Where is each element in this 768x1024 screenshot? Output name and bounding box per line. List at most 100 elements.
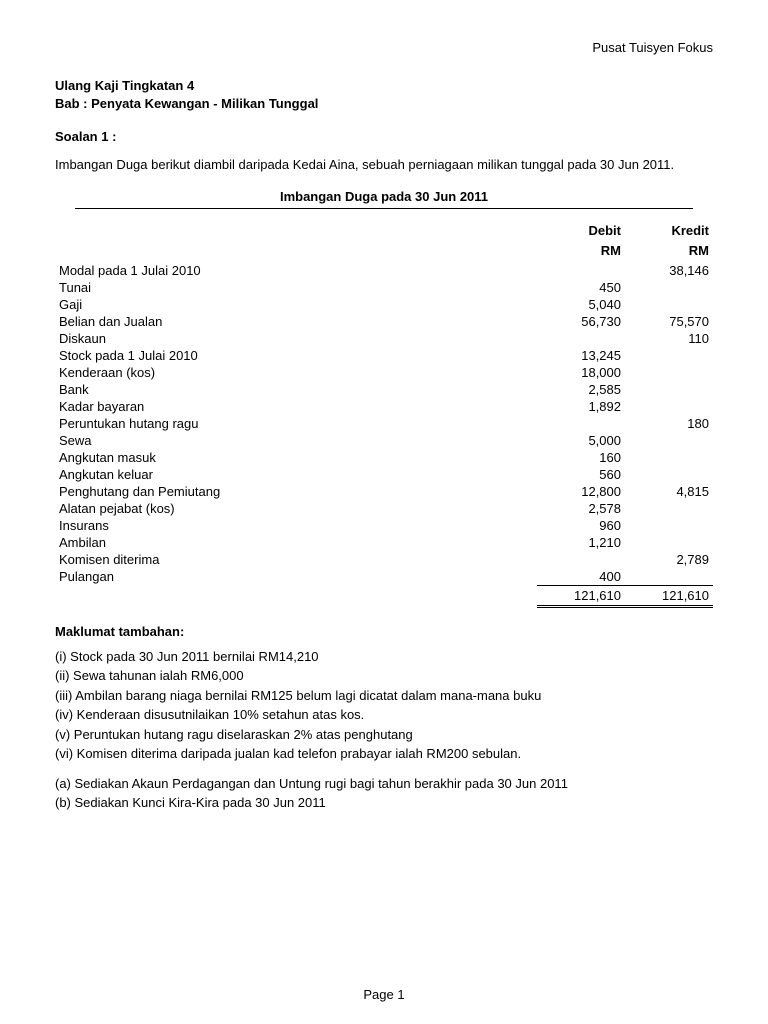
row-debit: 960: [537, 517, 625, 534]
row-label: Tunai: [55, 279, 537, 296]
row-kredit: 38,146: [625, 262, 713, 279]
table-row: Bank2,585: [55, 381, 713, 398]
note-item: (iii) Ambilan barang niaga bernilai RM12…: [55, 686, 713, 706]
col-header-kredit: Kredit: [625, 219, 713, 239]
header-org: Pusat Tuisyen Fokus: [55, 40, 713, 55]
table-row: Peruntukan hutang ragu 180: [55, 415, 713, 432]
table-row: Kadar bayaran1,892: [55, 398, 713, 415]
row-kredit: [625, 500, 713, 517]
row-kredit: [625, 296, 713, 313]
row-debit: 56,730: [537, 313, 625, 330]
row-kredit: [625, 517, 713, 534]
row-label: Peruntukan hutang ragu: [55, 415, 537, 432]
row-label: Kenderaan (kos): [55, 364, 537, 381]
row-debit: 13,245: [537, 347, 625, 364]
row-debit: [537, 330, 625, 347]
trial-balance-title: Imbangan Duga pada 30 Jun 2011: [75, 189, 693, 209]
table-row: Gaji5,040: [55, 296, 713, 313]
row-debit: 12,800: [537, 483, 625, 500]
row-debit: 5,040: [537, 296, 625, 313]
table-row: Insurans960: [55, 517, 713, 534]
row-kredit: [625, 432, 713, 449]
row-label: Belian dan Jualan: [55, 313, 537, 330]
page-footer: Page 1: [0, 987, 768, 1002]
task-item: (b) Sediakan Kunci Kira-Kira pada 30 Jun…: [55, 793, 713, 813]
table-row: Tunai450: [55, 279, 713, 296]
note-item: (ii) Sewa tahunan ialah RM6,000: [55, 666, 713, 686]
row-debit: 1,892: [537, 398, 625, 415]
table-row: Pulangan400: [55, 568, 713, 586]
row-label: Alatan pejabat (kos): [55, 500, 537, 517]
row-debit: 5,000: [537, 432, 625, 449]
row-debit: 400: [537, 568, 625, 586]
table-row: Komisen diterima 2,789: [55, 551, 713, 568]
row-kredit: [625, 466, 713, 483]
total-kredit: 121,610: [625, 585, 713, 606]
col-header-debit: Debit: [537, 219, 625, 239]
note-item: (i) Stock pada 30 Jun 2011 bernilai RM14…: [55, 647, 713, 667]
row-kredit: 4,815: [625, 483, 713, 500]
row-label: Pulangan: [55, 568, 537, 586]
tasks-block: (a) Sediakan Akaun Perdagangan dan Untun…: [55, 774, 713, 813]
table-row: Alatan pejabat (kos)2,578: [55, 500, 713, 517]
row-debit: [537, 262, 625, 279]
row-debit: 2,585: [537, 381, 625, 398]
row-label: Stock pada 1 Julai 2010: [55, 347, 537, 364]
row-debit: 450: [537, 279, 625, 296]
table-row: Angkutan keluar560: [55, 466, 713, 483]
row-label: Insurans: [55, 517, 537, 534]
table-row: Modal pada 1 Julai 2010 38,146: [55, 262, 713, 279]
table-row: Stock pada 1 Julai 201013,245: [55, 347, 713, 364]
row-debit: 560: [537, 466, 625, 483]
table-row: Angkutan masuk160: [55, 449, 713, 466]
table-row: Belian dan Jualan56,73075,570: [55, 313, 713, 330]
row-kredit: [625, 279, 713, 296]
row-kredit: 75,570: [625, 313, 713, 330]
row-kredit: [625, 381, 713, 398]
row-kredit: [625, 568, 713, 586]
row-label: Angkutan masuk: [55, 449, 537, 466]
row-label: Diskaun: [55, 330, 537, 347]
row-kredit: [625, 347, 713, 364]
row-kredit: [625, 364, 713, 381]
row-debit: 2,578: [537, 500, 625, 517]
total-debit: 121,610: [537, 585, 625, 606]
table-row: Kenderaan (kos)18,000: [55, 364, 713, 381]
question-label: Soalan 1 :: [55, 129, 713, 144]
row-debit: 1,210: [537, 534, 625, 551]
row-kredit: 110: [625, 330, 713, 347]
title-line-1: Ulang Kaji Tingkatan 4: [55, 77, 713, 95]
row-label: Penghutang dan Pemiutang: [55, 483, 537, 500]
additional-label: Maklumat tambahan:: [55, 624, 713, 639]
table-row: Ambilan1,210: [55, 534, 713, 551]
row-kredit: [625, 449, 713, 466]
row-label: Bank: [55, 381, 537, 398]
row-label: Ambilan: [55, 534, 537, 551]
table-row: Sewa5,000: [55, 432, 713, 449]
title-block: Ulang Kaji Tingkatan 4 Bab : Penyata Kew…: [55, 77, 713, 113]
table-row: Penghutang dan Pemiutang12,8004,815: [55, 483, 713, 500]
title-line-2: Bab : Penyata Kewangan - Milikan Tunggal: [55, 95, 713, 113]
row-kredit: [625, 534, 713, 551]
row-debit: 160: [537, 449, 625, 466]
note-item: (vi) Komisen diterima daripada jualan ka…: [55, 744, 713, 764]
col-unit-kredit: RM: [625, 239, 713, 262]
col-unit-debit: RM: [537, 239, 625, 262]
task-item: (a) Sediakan Akaun Perdagangan dan Untun…: [55, 774, 713, 794]
notes-block: (i) Stock pada 30 Jun 2011 bernilai RM14…: [55, 647, 713, 764]
note-item: (v) Peruntukan hutang ragu diselaraskan …: [55, 725, 713, 745]
row-debit: [537, 415, 625, 432]
row-label: Gaji: [55, 296, 537, 313]
trial-balance-table: Debit Kredit RM RM Modal pada 1 Julai 20…: [55, 219, 713, 608]
row-label: Komisen diterima: [55, 551, 537, 568]
question-intro: Imbangan Duga berikut diambil daripada K…: [55, 156, 713, 174]
row-kredit: 2,789: [625, 551, 713, 568]
row-kredit: 180: [625, 415, 713, 432]
row-kredit: [625, 398, 713, 415]
row-debit: [537, 551, 625, 568]
table-row: Diskaun 110: [55, 330, 713, 347]
row-label: Modal pada 1 Julai 2010: [55, 262, 537, 279]
row-label: Sewa: [55, 432, 537, 449]
note-item: (iv) Kenderaan disusutnilaikan 10% setah…: [55, 705, 713, 725]
row-debit: 18,000: [537, 364, 625, 381]
